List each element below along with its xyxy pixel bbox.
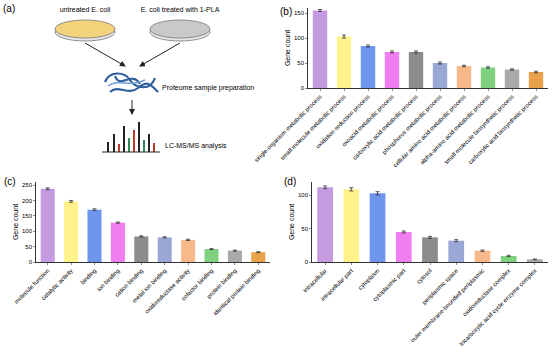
svg-text:tricarboxylic acid cycle enzym: tricarboxylic acid cycle enzyme complex	[458, 268, 537, 347]
svg-text:0: 0	[301, 85, 305, 91]
svg-text:untreated E. coli: untreated E. coli	[60, 6, 111, 13]
svg-text:outer membrane-bounded peripla: outer membrane-bounded periplasmic	[409, 268, 485, 344]
svg-text:cytoplasmic part: cytoplasmic part	[372, 267, 407, 302]
svg-text:(a): (a)	[3, 3, 15, 14]
svg-text:protein binding: protein binding	[206, 268, 238, 300]
svg-text:150: 150	[22, 213, 33, 219]
svg-text:cation binding: cation binding	[114, 268, 144, 298]
svg-text:identical protein binding: identical protein binding	[212, 268, 261, 317]
svg-text:150: 150	[294, 10, 305, 16]
svg-text:intracellular part: intracellular part	[320, 267, 355, 302]
svg-text:alpha-amino acid metabolic pro: alpha-amino acid metabolic process	[419, 94, 491, 166]
svg-text:LC-MS/MS analysis: LC-MS/MS analysis	[165, 142, 227, 150]
svg-text:E. coli treated with 1-PLA: E. coli treated with 1-PLA	[141, 6, 220, 13]
svg-text:Gene count: Gene count	[284, 30, 291, 66]
svg-text:50: 50	[297, 60, 304, 66]
svg-text:250: 250	[22, 182, 33, 188]
svg-text:ion binding: ion binding	[96, 268, 121, 293]
svg-text:cellular amino acid metabolic: cellular amino acid metabolic process	[392, 94, 467, 169]
svg-text:oxidation-reduction process: oxidation-reduction process	[315, 94, 371, 150]
svg-text:oxidoreductase activity: oxidoreductase activity	[144, 268, 191, 315]
svg-text:binding: binding	[79, 268, 97, 286]
svg-text:100: 100	[22, 228, 33, 234]
svg-text:periplasmic space: periplasmic space	[421, 267, 460, 306]
svg-text:phosphorus metabolic process: phosphorus metabolic process	[381, 94, 443, 156]
svg-text:Proteome sample preparation: Proteome sample preparation	[162, 84, 254, 92]
svg-text:small molecule metabolic proce: small molecule metabolic process	[279, 94, 347, 162]
svg-text:carboxylic acid metabolic proc: carboxylic acid metabolic process	[351, 94, 418, 161]
svg-text:catalytic activity: catalytic activity	[40, 268, 74, 302]
svg-text:Gene count: Gene count	[12, 204, 19, 240]
svg-text:100: 100	[294, 35, 305, 41]
svg-text:cofactor binding: cofactor binding	[180, 268, 214, 302]
svg-text:carboxylic acid biosynthetic p: carboxylic acid biosynthetic process	[467, 94, 539, 166]
svg-text:oxidoreductase complex: oxidoreductase complex	[462, 268, 512, 318]
svg-text:single-organism metabolic proc: single-organism metabolic process	[253, 94, 323, 164]
svg-text:0: 0	[29, 259, 33, 265]
svg-text:(d): (d)	[284, 176, 296, 187]
svg-text:cytoplasm: cytoplasm	[357, 268, 380, 291]
svg-text:100: 100	[298, 192, 309, 198]
svg-text:50: 50	[301, 226, 308, 232]
svg-text:oxoacid metabolic process: oxoacid metabolic process	[341, 94, 395, 148]
svg-text:molecule function: molecule function	[13, 268, 50, 305]
svg-text:(c): (c)	[4, 176, 16, 187]
svg-text:200: 200	[22, 198, 33, 204]
svg-text:cytosol: cytosol	[415, 268, 432, 285]
svg-text:Gene count: Gene count	[288, 204, 295, 240]
svg-text:0: 0	[305, 259, 309, 265]
svg-text:small molecule biosynthetic pr: small molecule biosynthetic process	[443, 94, 515, 166]
svg-text:50: 50	[25, 244, 32, 250]
svg-text:metal ion binding: metal ion binding	[131, 268, 167, 304]
svg-text:intracellular: intracellular	[302, 268, 328, 294]
svg-text:(b): (b)	[280, 6, 292, 17]
